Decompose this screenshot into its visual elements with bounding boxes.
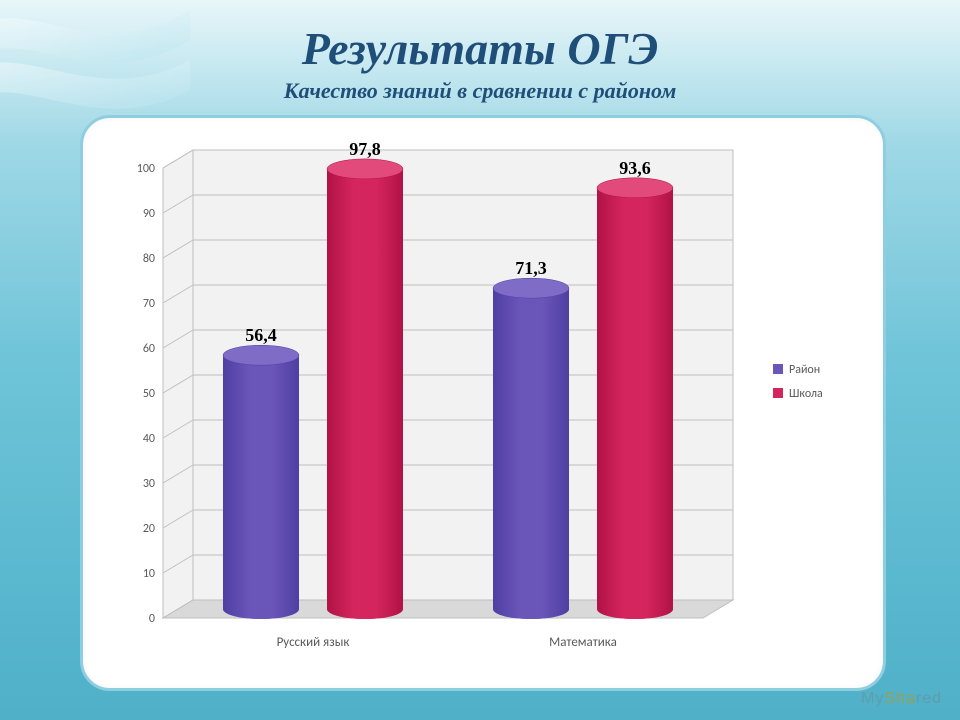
svg-text:93,6: 93,6 xyxy=(619,158,651,178)
svg-text:Район: Район xyxy=(789,363,820,377)
slide-title: Результаты ОГЭ xyxy=(0,22,960,75)
chart-svg: 0 10 20 30 40 50 60 70 80 90 100 56,4 97,8 Русский яз… xyxy=(93,128,873,678)
svg-text:70: 70 xyxy=(143,297,155,311)
svg-text:Русский язык: Русский язык xyxy=(277,635,350,650)
svg-text:10: 10 xyxy=(143,567,155,581)
watermark-text2: red xyxy=(916,690,942,707)
svg-text:100: 100 xyxy=(137,162,155,176)
slide: Результаты ОГЭ Качество знаний в сравнен… xyxy=(0,0,960,720)
watermark-text: My xyxy=(861,690,884,707)
svg-text:50: 50 xyxy=(143,387,155,401)
watermark-highlight: Sha xyxy=(884,690,915,707)
svg-text:40: 40 xyxy=(143,432,155,446)
watermark: MyShared xyxy=(861,690,942,708)
svg-text:0: 0 xyxy=(149,612,155,626)
slide-subtitle: Качество знаний в сравнении с районом xyxy=(0,78,960,104)
svg-text:30: 30 xyxy=(143,477,155,491)
svg-text:Школа: Школа xyxy=(789,387,823,401)
bar-chart: 0 10 20 30 40 50 60 70 80 90 100 56,4 97,8 Русский яз… xyxy=(93,128,873,678)
svg-text:20: 20 xyxy=(143,522,155,536)
svg-text:56,4: 56,4 xyxy=(245,325,277,345)
svg-text:80: 80 xyxy=(143,252,155,266)
svg-text:Математика: Математика xyxy=(549,635,617,650)
svg-text:90: 90 xyxy=(143,207,155,221)
svg-text:97,8: 97,8 xyxy=(349,139,381,159)
svg-text:60: 60 xyxy=(143,342,155,356)
svg-text:71,3: 71,3 xyxy=(515,258,547,278)
chart-frame: 0 10 20 30 40 50 60 70 80 90 100 56,4 97,8 Русский яз… xyxy=(80,115,886,691)
